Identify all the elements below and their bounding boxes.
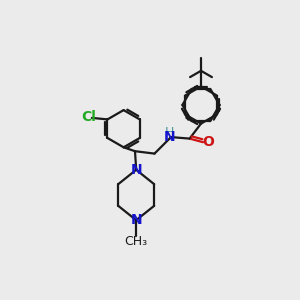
Text: N: N — [130, 163, 142, 177]
Text: N: N — [164, 130, 175, 144]
Text: N: N — [130, 213, 142, 227]
Text: CH₃: CH₃ — [124, 235, 148, 248]
Text: Cl: Cl — [81, 110, 96, 124]
Text: O: O — [202, 135, 214, 149]
Text: H: H — [164, 126, 174, 140]
